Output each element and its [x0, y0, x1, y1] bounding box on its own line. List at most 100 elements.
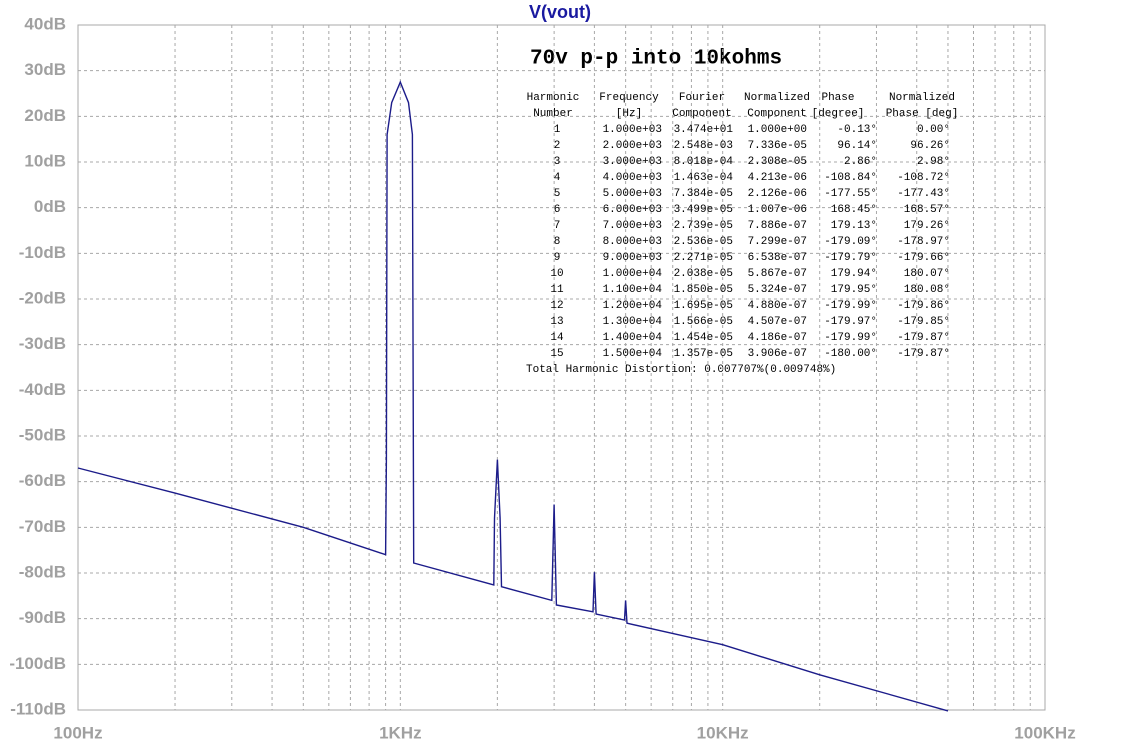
- table-cell: 1.000e+00: [748, 124, 807, 136]
- table-cell: 14: [550, 332, 564, 344]
- table-header: [degree]: [812, 108, 865, 120]
- table-cell: 1: [554, 124, 561, 136]
- table-cell: 11: [550, 284, 564, 296]
- table-cell: 168.57°: [904, 204, 950, 216]
- table-cell: 5: [554, 188, 561, 200]
- table-cell: 1.100e+04: [603, 284, 663, 296]
- table-cell: -179.87°: [897, 348, 950, 360]
- table-header: Number: [533, 108, 573, 120]
- table-cell: 2.038e-05: [674, 268, 733, 280]
- table-cell: 2.000e+03: [603, 140, 662, 152]
- table-cell: 2.126e-06: [748, 188, 807, 200]
- table-header: Normalized: [889, 92, 955, 104]
- table-cell: 1.300e+04: [603, 316, 663, 328]
- table-cell: 2.86°: [844, 156, 877, 168]
- table-cell: 179.13°: [831, 220, 877, 232]
- table-cell: -179.99°: [824, 300, 877, 312]
- table-cell: 96.14°: [837, 140, 877, 152]
- table-cell: 9.000e+03: [603, 252, 662, 264]
- y-tick-label: -30dB: [19, 334, 66, 353]
- y-tick-label: 40dB: [24, 14, 66, 33]
- table-cell: -179.85°: [897, 316, 950, 328]
- table-cell: 4: [554, 172, 561, 184]
- table-header: Fourier: [679, 92, 725, 104]
- table-cell: 2: [554, 140, 561, 152]
- table-cell: 8: [554, 236, 561, 248]
- annotation-title: 70v p-p into 10kohms: [530, 48, 782, 71]
- table-cell: 6: [554, 204, 561, 216]
- x-tick-label: 1KHz: [379, 723, 422, 742]
- table-cell: 8.000e+03: [603, 236, 662, 248]
- table-cell: 8.018e-04: [674, 156, 734, 168]
- y-tick-label: 0dB: [34, 197, 66, 216]
- x-tick-label: 100KHz: [1014, 723, 1075, 742]
- table-cell: 1.850e-05: [674, 284, 733, 296]
- x-tick-label: 100Hz: [53, 723, 102, 742]
- table-cell: 1.000e+04: [603, 268, 663, 280]
- table-cell: 2.98°: [917, 156, 950, 168]
- table-cell: 7.000e+03: [603, 220, 662, 232]
- table-cell: -179.79°: [824, 252, 877, 264]
- table-header: Phase: [821, 92, 854, 104]
- table-cell: 2.308e-05: [748, 156, 807, 168]
- table-header: Normalized: [744, 92, 810, 104]
- table-cell: 4.186e-07: [748, 332, 807, 344]
- table-cell: 3.499e-05: [674, 204, 733, 216]
- table-cell: 5.000e+03: [603, 188, 662, 200]
- table-cell: 179.94°: [831, 268, 877, 280]
- table-cell: -180.00°: [824, 348, 877, 360]
- table-cell: 96.26°: [910, 140, 950, 152]
- y-tick-label: -50dB: [19, 425, 66, 444]
- table-cell: 1.200e+04: [603, 300, 663, 312]
- spectrum-line: [77, 80, 949, 712]
- table-cell: -0.13°: [837, 124, 877, 136]
- table-header: Harmonic: [527, 92, 580, 104]
- table-cell: -179.87°: [897, 332, 950, 344]
- table-cell: 180.08°: [904, 284, 950, 296]
- table-cell: 3.000e+03: [603, 156, 662, 168]
- table-cell: 2.536e-05: [674, 236, 733, 248]
- table-cell: 1.500e+04: [603, 348, 663, 360]
- table-cell: 6.538e-07: [748, 252, 807, 264]
- table-cell: 1.357e-05: [674, 348, 733, 360]
- y-tick-label: -40dB: [19, 380, 66, 399]
- table-cell: 1.695e-05: [674, 300, 733, 312]
- y-tick-label: -70dB: [19, 517, 66, 536]
- table-cell: 13: [550, 316, 563, 328]
- table-cell: 7: [554, 220, 561, 232]
- y-tick-label: -80dB: [19, 562, 66, 581]
- table-cell: 180.07°: [904, 268, 950, 280]
- table-cell: 4.880e-07: [748, 300, 807, 312]
- table-cell: 10: [550, 268, 563, 280]
- table-cell: 7.299e-07: [748, 236, 807, 248]
- table-cell: 1.454e-05: [674, 332, 733, 344]
- table-cell: 1.463e-04: [674, 172, 734, 184]
- table-cell: 1.000e+03: [603, 124, 662, 136]
- table-cell: -177.55°: [824, 188, 877, 200]
- table-cell: 7.336e-05: [748, 140, 807, 152]
- table-header: Frequency: [599, 92, 659, 104]
- chart-title: V(vout): [529, 2, 591, 22]
- table-cell: 1.007e-06: [748, 204, 807, 216]
- x-tick-label: 10KHz: [697, 723, 749, 742]
- table-cell: 3: [554, 156, 561, 168]
- table-cell: 5.324e-07: [748, 284, 807, 296]
- table-cell: 3.474e+01: [674, 124, 734, 136]
- y-tick-label: -100dB: [9, 654, 66, 673]
- table-cell: 168.45°: [831, 204, 877, 216]
- table-header: Component: [672, 108, 731, 120]
- table-cell: -177.43°: [897, 188, 950, 200]
- table-cell: -179.66°: [897, 252, 950, 264]
- y-tick-label: -110dB: [10, 699, 66, 718]
- table-cell: -179.97°: [824, 316, 877, 328]
- table-cell: -108.84°: [824, 172, 877, 184]
- y-tick-label: -20dB: [19, 288, 66, 307]
- table-cell: -179.86°: [897, 300, 950, 312]
- y-tick-label: -90dB: [19, 608, 66, 627]
- table-cell: 3.906e-07: [748, 348, 807, 360]
- table-cell: 4.507e-07: [748, 316, 807, 328]
- table-cell: 1.400e+04: [603, 332, 663, 344]
- y-tick-label: -10dB: [19, 243, 66, 262]
- table-cell: -179.99°: [824, 332, 877, 344]
- table-cell: 4.213e-06: [748, 172, 807, 184]
